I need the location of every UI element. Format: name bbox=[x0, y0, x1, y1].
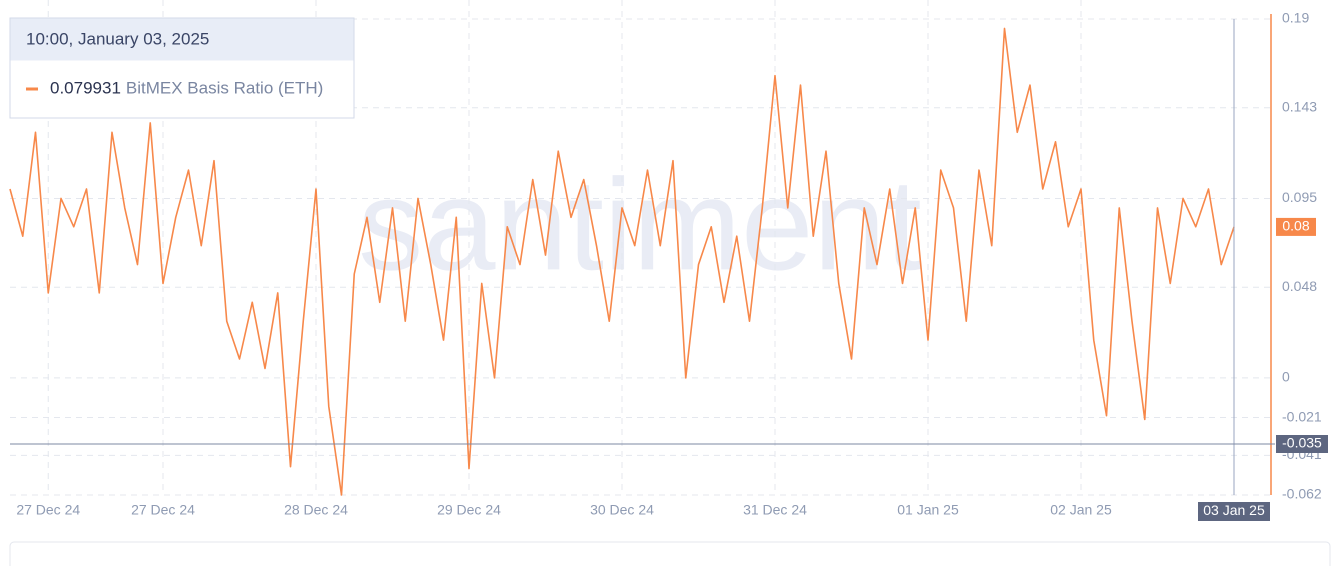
last-value-label: 0.08 bbox=[1282, 218, 1309, 234]
navigator[interactable] bbox=[9, 541, 1331, 566]
x-tick-label: 28 Dec 24 bbox=[284, 502, 348, 518]
y-tick-label: 0 bbox=[1282, 369, 1290, 385]
x-tick-label: 01 Jan 25 bbox=[897, 502, 959, 518]
tooltip-header bbox=[10, 18, 354, 61]
series-line bbox=[9, 27, 1235, 496]
last-value-box bbox=[1276, 217, 1316, 236]
x-tick-label: 30 Dec 24 bbox=[590, 502, 654, 518]
y-tick-label: 0.048 bbox=[1282, 278, 1317, 294]
crosshair-x-box bbox=[1198, 502, 1270, 521]
x-tick-label: 27 Dec 24 bbox=[16, 502, 80, 518]
legend-entry: BitMEX Basis Ratio (ETH) bbox=[126, 78, 323, 97]
x-tick-label: 02 Jan 25 bbox=[1050, 502, 1112, 518]
y-tick-label: 0.19 bbox=[1282, 10, 1309, 26]
tooltip-title: 10:00, January 03, 2025 bbox=[26, 29, 209, 48]
y-tick-label: -0.021 bbox=[1282, 408, 1322, 424]
y-tick-label: 0.095 bbox=[1282, 189, 1317, 205]
y-tick-label: -0.062 bbox=[1282, 486, 1322, 502]
tooltip: 10:00, January 03, 2025 0.079931 BitMEX … bbox=[9, 17, 355, 119]
x-tick-label: 27 Dec 24 bbox=[131, 502, 195, 518]
x-tick-label: 31 Dec 24 bbox=[743, 502, 807, 518]
x-tick-label: 29 Dec 24 bbox=[437, 502, 501, 518]
tooltip-value: 0.079931 bbox=[50, 78, 121, 97]
y-tick-label: 0.143 bbox=[1282, 98, 1317, 114]
crosshair-y-label: -0.035 bbox=[1282, 435, 1322, 451]
crosshair-x-label: 03 Jan 25 bbox=[1203, 502, 1265, 518]
crosshair-y-box bbox=[1276, 435, 1328, 453]
